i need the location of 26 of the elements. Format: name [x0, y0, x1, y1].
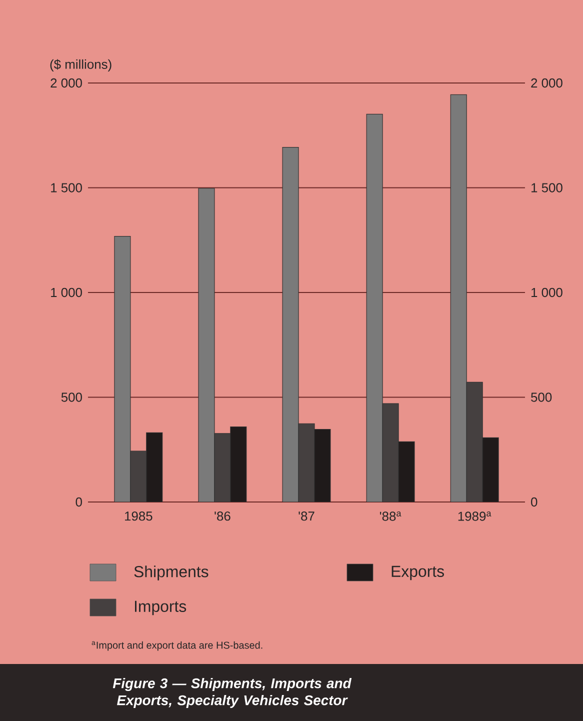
y-tick-label: 0 [76, 497, 82, 507]
x-tick-label: '86 [214, 512, 230, 521]
bar [130, 450, 147, 502]
y2-tick-label: 0 [531, 497, 538, 507]
y2-tick-label: 1 000 [532, 288, 562, 298]
legend-label: Shipments [134, 566, 208, 580]
y-tick-label: 1 500 [51, 183, 82, 192]
y2-tick-label: 500 [531, 392, 552, 402]
x-tick-label: '87 [298, 512, 314, 521]
text: Figure 3 — Shipments, Imports and Exports, Specialty Vehicles Sector [112, 678, 352, 708]
text: $^{a}$Import and export data are HS-based. [92, 641, 262, 651]
bar [214, 433, 231, 502]
y2-tick-label: 2 000 [531, 78, 562, 88]
legend-label: Exports [392, 566, 444, 580]
bar [298, 423, 315, 502]
x-tick-label: 1989$^{a}$ [458, 512, 492, 521]
y-tick-label: 500 [61, 392, 82, 402]
y2-tick-label: 1 500 [532, 183, 562, 192]
y-tick-label: 2 000 [50, 78, 82, 88]
bar [382, 403, 399, 502]
y-tick-label: 1 000 [51, 288, 82, 298]
y-axis-title: ($ millions) [50, 59, 112, 72]
x-tick-label: '88$^{a}$ [380, 512, 402, 521]
x-tick-label: 1985 [125, 512, 152, 521]
legend-label: Imports [134, 600, 186, 616]
bar [466, 382, 483, 502]
